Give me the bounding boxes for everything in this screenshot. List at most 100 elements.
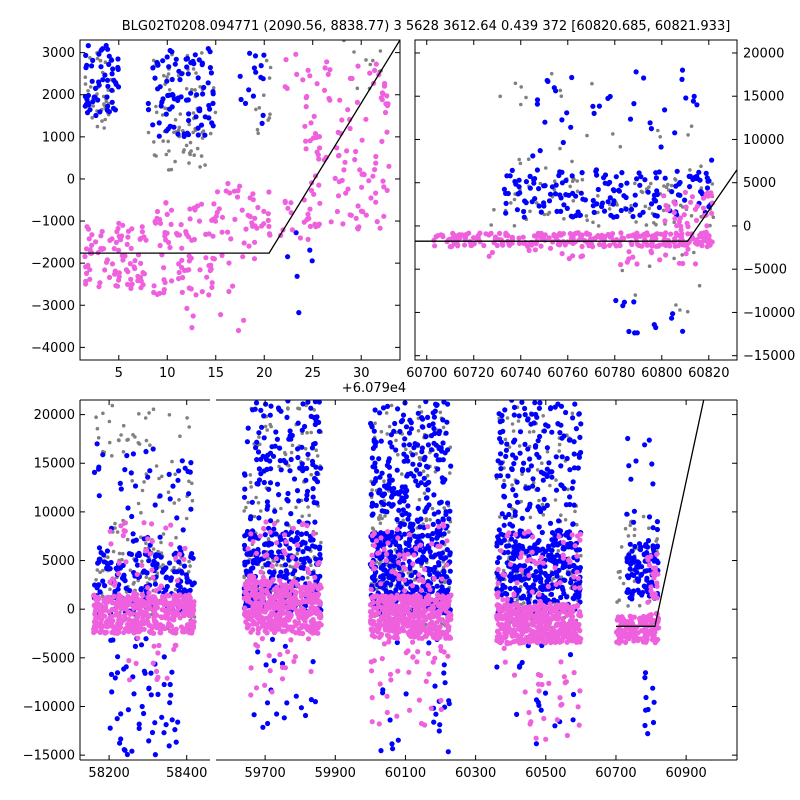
point-blue [626, 328, 632, 335]
point-blue [507, 503, 513, 509]
point-gray [376, 516, 381, 520]
point-blue [571, 451, 577, 457]
point-blue [529, 411, 535, 417]
point-blue [431, 414, 437, 420]
point-blue [295, 546, 301, 552]
point-blue [641, 75, 647, 81]
point-gray [382, 479, 386, 484]
point-gray [669, 183, 674, 188]
point-blue [538, 584, 544, 591]
point-blue [198, 122, 205, 128]
point-blue [94, 441, 100, 447]
point-blue [559, 169, 565, 175]
point-gray [528, 209, 532, 214]
point-gray [110, 454, 114, 458]
point-gray [188, 152, 192, 157]
point-blue [299, 461, 305, 467]
point-blue [548, 591, 555, 598]
point-blue [279, 554, 285, 560]
point-blue [157, 493, 163, 499]
point-blue [618, 182, 624, 188]
series-pink [91, 519, 662, 742]
point-blue [294, 530, 300, 536]
point-blue [570, 717, 576, 723]
point-pink [358, 208, 364, 214]
point-pink [373, 190, 379, 196]
point-blue [447, 508, 453, 514]
x-tick-label: 60700 [406, 366, 447, 381]
point-blue [110, 66, 116, 72]
point-blue [546, 546, 552, 552]
point-pink [184, 305, 190, 311]
point-blue [175, 719, 181, 725]
point-blue [128, 470, 134, 476]
point-blue [121, 573, 127, 579]
point-pink [308, 120, 314, 126]
point-gray [400, 472, 404, 476]
point-pink [153, 596, 159, 603]
point-blue [291, 476, 298, 482]
point-pink [668, 231, 674, 237]
point-blue [388, 549, 394, 555]
point-pink [134, 571, 140, 578]
point-blue [378, 565, 384, 571]
point-gray [580, 177, 585, 182]
point-gray [516, 419, 521, 423]
point-blue [566, 564, 572, 570]
point-blue [149, 729, 156, 736]
point-pink [532, 247, 539, 253]
point-pink [213, 213, 219, 219]
point-blue [189, 582, 195, 588]
point-blue [530, 153, 536, 159]
point-pink [164, 592, 170, 598]
point-blue [131, 691, 137, 697]
point-blue [396, 565, 402, 571]
point-pink [127, 611, 133, 618]
point-pink [93, 239, 99, 245]
point-pink [251, 256, 258, 262]
point-blue [312, 400, 318, 405]
point-blue [389, 741, 395, 747]
point-blue [205, 46, 211, 52]
point-blue [258, 63, 264, 69]
point-gray [254, 495, 258, 500]
point-pink [324, 59, 330, 65]
point-pink [139, 224, 145, 230]
point-pink [663, 242, 669, 248]
point-blue [288, 510, 294, 517]
point-blue [422, 509, 428, 515]
point-blue [312, 699, 318, 705]
point-gray [184, 143, 189, 148]
point-blue [260, 112, 266, 118]
point-pink [129, 619, 135, 625]
point-blue [300, 549, 306, 555]
point-blue [238, 96, 244, 103]
point-gray [573, 509, 577, 514]
point-blue [605, 199, 611, 205]
point-gray [167, 149, 171, 153]
point-gray [178, 434, 182, 439]
point-blue [152, 581, 158, 587]
point-blue [526, 504, 533, 510]
point-blue [387, 563, 393, 569]
point-blue [202, 114, 208, 120]
point-blue [264, 466, 270, 472]
point-gray [94, 578, 98, 582]
point-blue [632, 202, 639, 208]
point-blue [130, 531, 136, 537]
point-pink [218, 312, 224, 318]
point-blue [607, 179, 613, 185]
point-blue [504, 173, 510, 179]
point-gray [647, 526, 651, 530]
point-blue [282, 562, 289, 568]
point-blue [642, 670, 649, 676]
point-gray [616, 570, 621, 574]
point-pink [250, 191, 256, 197]
point-pink [336, 152, 342, 158]
point-blue [537, 400, 543, 406]
point-gray [540, 502, 545, 507]
point-pink [386, 163, 392, 169]
point-pink [188, 623, 194, 630]
point-gray [276, 519, 280, 523]
point-pink [368, 195, 374, 201]
